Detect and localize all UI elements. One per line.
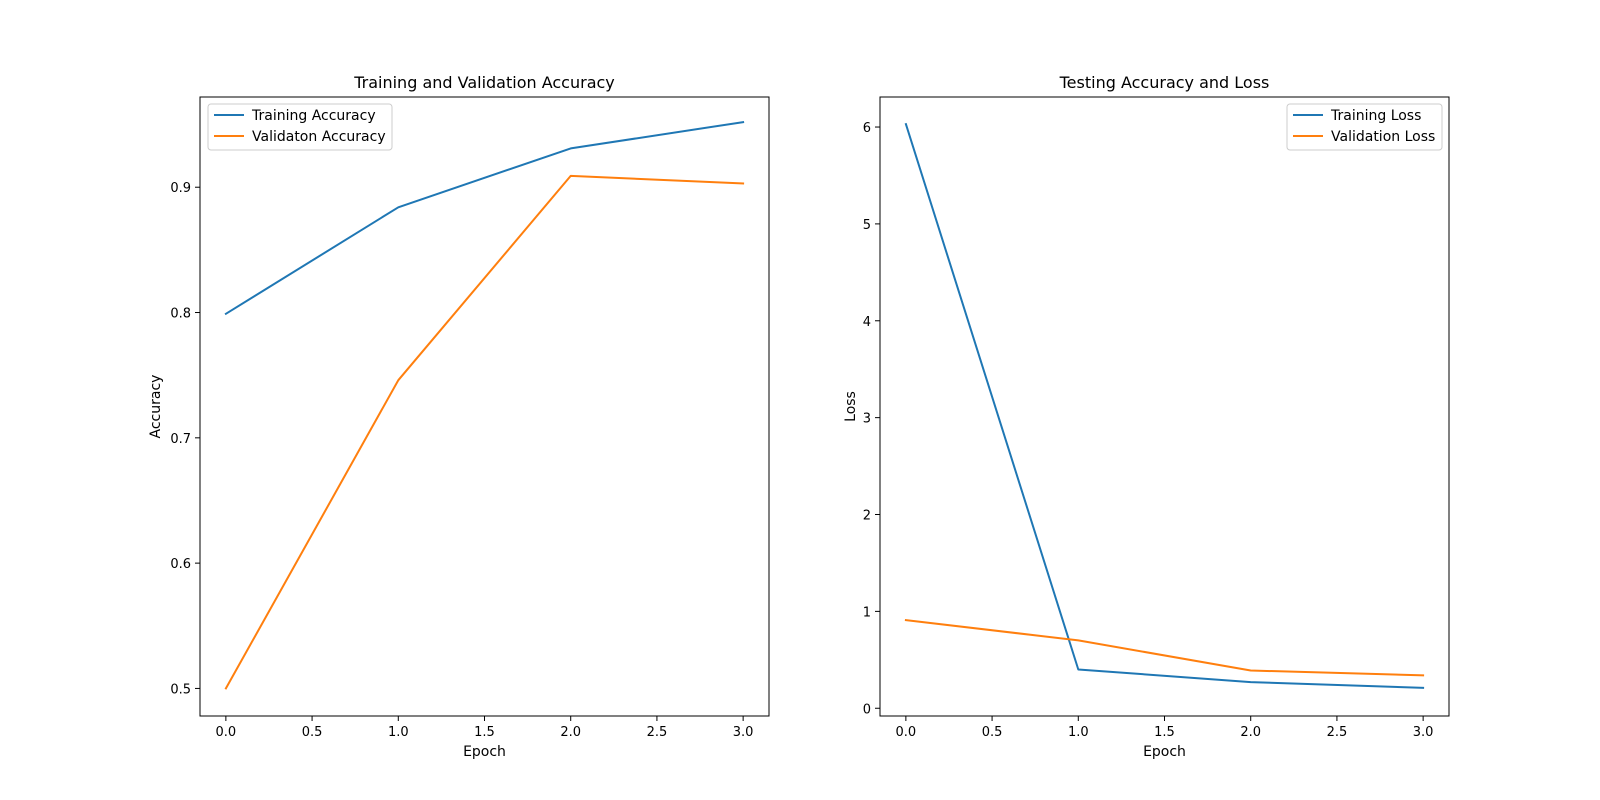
accuracy-legend-label-training: Training Accuracy	[251, 108, 376, 124]
loss-x-axis-label: Epoch	[1143, 744, 1186, 760]
accuracy-x-tick-label: 1.0	[388, 725, 409, 740]
loss-x-tick-label: 0.0	[896, 725, 917, 740]
accuracy-x-tick-label: 2.5	[647, 725, 668, 740]
loss-x-tick-label: 0.5	[982, 725, 1003, 740]
accuracy-x-tick-label: 1.5	[474, 725, 495, 740]
accuracy-plot-area	[199, 96, 770, 717]
loss-x-tick-label: 1.0	[1068, 725, 1089, 740]
accuracy-y-tick-label: 0.5	[170, 682, 191, 697]
accuracy-x-tick-label: 3.0	[733, 725, 754, 740]
loss-y-tick-label: 2	[863, 509, 871, 524]
loss-y-tick-label: 4	[863, 315, 871, 330]
loss-legend-box	[1286, 103, 1443, 151]
accuracy-series-line-training	[224, 120, 745, 316]
loss-series-line-training	[904, 122, 1425, 689]
loss-chart-title: Testing Accuracy and Loss	[1059, 73, 1270, 92]
accuracy-x-tick-label: 0.0	[216, 725, 237, 740]
accuracy-series-line-validation	[224, 174, 745, 690]
accuracy-chart: Training and Validation Accuracy 0.0 0.5 1…	[148, 73, 770, 760]
accuracy-legend-label-validation: Validaton Accuracy	[252, 129, 386, 145]
accuracy-legend: Training Accuracy Validaton Accuracy	[207, 103, 393, 151]
accuracy-lines	[224, 120, 745, 690]
accuracy-y-tick-label: 0.8	[170, 307, 191, 322]
loss-x-tick-label: 1.5	[1154, 725, 1175, 740]
loss-y-tick-label: 5	[863, 218, 871, 233]
accuracy-y-tick-label: 0.7	[170, 432, 191, 447]
loss-y-tick-label: 1	[863, 605, 871, 620]
loss-y-tick-label: 0	[863, 702, 871, 717]
loss-legend-label-training: Training Loss	[1330, 108, 1421, 124]
loss-legend: Training Loss Validation Loss	[1286, 103, 1443, 151]
accuracy-x-tick-label: 0.5	[302, 725, 323, 740]
loss-x-tick-label: 2.5	[1327, 725, 1348, 740]
loss-plot-area	[879, 96, 1450, 717]
loss-y-axis-label: Loss	[843, 391, 859, 422]
loss-ticks: 0.0 0.5 1.0 1.5 2.0 2.5 3.0 0 1 2 3 4 5 6	[863, 121, 1434, 740]
loss-x-tick-label: 3.0	[1413, 725, 1434, 740]
accuracy-y-tick-label: 0.6	[170, 557, 191, 572]
loss-y-tick-label: 3	[863, 412, 871, 427]
loss-y-tick-label: 6	[863, 121, 871, 136]
loss-series-line-validation	[904, 618, 1425, 677]
loss-lines	[904, 122, 1425, 689]
accuracy-x-tick-label: 2.0	[560, 725, 581, 740]
loss-legend-label-validation: Validation Loss	[1331, 129, 1435, 145]
accuracy-chart-title: Training and Validation Accuracy	[353, 73, 615, 92]
loss-chart: Testing Accuracy and Loss 0.0 0.5 1.0 1.5 2.…	[843, 73, 1450, 760]
accuracy-y-tick-label: 0.9	[170, 181, 191, 196]
loss-x-tick-label: 2.0	[1240, 725, 1261, 740]
accuracy-y-axis-label: Accuracy	[148, 375, 164, 439]
accuracy-legend-box	[207, 103, 393, 151]
accuracy-ticks: 0.0 0.5 1.0 1.5 2.0 2.5 3.0 0.5 0.6 0.7 0.8 0.9	[170, 181, 753, 740]
accuracy-x-axis-label: Epoch	[463, 744, 506, 760]
